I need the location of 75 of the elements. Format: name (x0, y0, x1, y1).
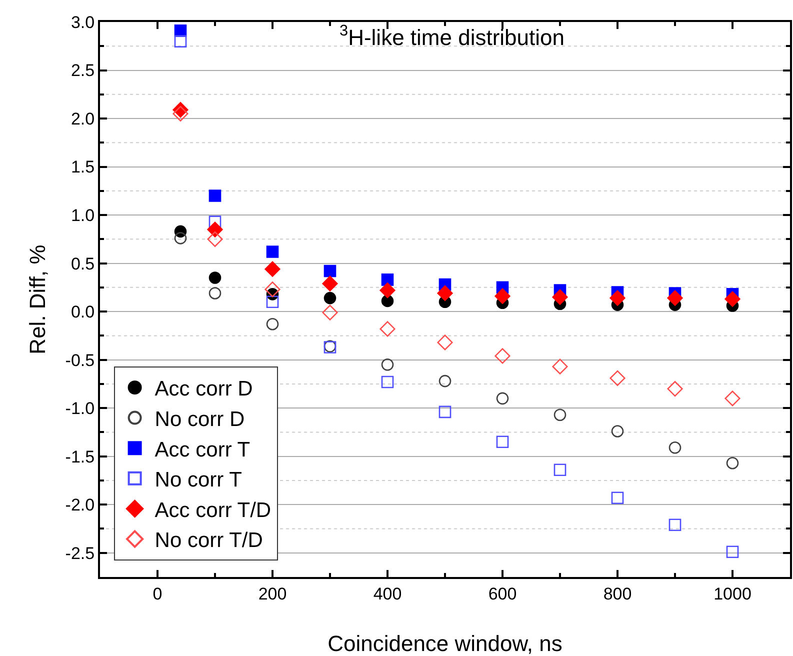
point (611, 425, 624, 438)
x-tick-label: 0 (152, 584, 162, 604)
y-tick-label: 0.0 (70, 302, 95, 322)
point (610, 370, 626, 386)
y-axis-title: Rel. Diff, % (25, 244, 50, 354)
y-tick-label: 2.0 (70, 109, 95, 128)
y-tick-label: 3.0 (70, 12, 95, 32)
y-tick-label: 1.5 (70, 158, 95, 177)
x-tick-label: 400 (373, 584, 402, 604)
y-tick-label: -1.0 (65, 399, 95, 418)
point (610, 290, 626, 306)
point (381, 294, 394, 308)
point (380, 321, 396, 337)
x-axis-title: Coincidence window, ns (328, 631, 562, 656)
x-tick-label: 600 (488, 584, 517, 604)
point (496, 436, 509, 448)
point (611, 492, 624, 504)
point (322, 304, 338, 320)
point (381, 274, 394, 286)
point (380, 282, 396, 298)
point (208, 272, 222, 284)
point (726, 546, 739, 558)
x-tick-label: 1000 (714, 584, 752, 604)
y-tick-label: 0.5 (70, 254, 95, 274)
point (208, 190, 222, 202)
legend-label: No corr T/D (154, 529, 263, 552)
point (438, 374, 452, 388)
point (667, 290, 683, 306)
point (264, 282, 280, 298)
point (554, 464, 566, 476)
point (207, 222, 223, 238)
point (552, 358, 568, 374)
point (554, 408, 566, 421)
y-tick-label: 1.0 (70, 206, 95, 225)
point (174, 232, 187, 244)
point (726, 456, 739, 470)
chart-title: $^{3}$H-like time distribution (340, 22, 564, 50)
y-tick-label: -2.5 (65, 544, 95, 563)
point (207, 231, 223, 247)
x-tick-label: 200 (258, 584, 287, 604)
point (266, 246, 279, 258)
point (494, 288, 510, 304)
legend-label: Acc corr D (154, 378, 253, 401)
point (208, 287, 222, 300)
point (208, 216, 222, 228)
point (322, 276, 338, 292)
legend-label: No corr D (154, 408, 245, 431)
point (494, 348, 510, 364)
point (667, 380, 683, 397)
legend-label: Acc corr T (154, 438, 250, 462)
y-tick-label: -0.5 (65, 350, 95, 370)
point (724, 291, 740, 307)
point (552, 289, 568, 305)
y-tick-label: -2.0 (65, 496, 95, 515)
point (437, 334, 453, 350)
x-tick-label: 800 (603, 584, 632, 604)
point (438, 406, 452, 418)
point (324, 292, 336, 304)
y-tick-label: -1.5 (65, 447, 95, 466)
point (668, 518, 682, 532)
point (724, 390, 740, 406)
point (266, 296, 279, 308)
point (324, 264, 336, 278)
point (264, 261, 280, 277)
legend-label: No corr T (154, 468, 242, 492)
y-tick-label: 2.5 (70, 61, 95, 80)
point (381, 358, 394, 371)
legend-label: Acc corr T/D (154, 498, 272, 522)
point (266, 318, 279, 330)
point (668, 442, 682, 454)
point (496, 392, 509, 405)
point (437, 285, 453, 302)
point (174, 35, 187, 48)
point (381, 376, 394, 388)
point (172, 106, 188, 122)
